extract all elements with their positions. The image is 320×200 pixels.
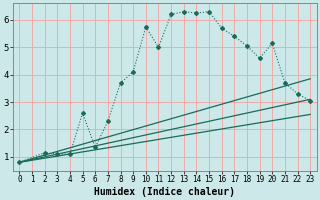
X-axis label: Humidex (Indice chaleur): Humidex (Indice chaleur) xyxy=(94,186,235,197)
